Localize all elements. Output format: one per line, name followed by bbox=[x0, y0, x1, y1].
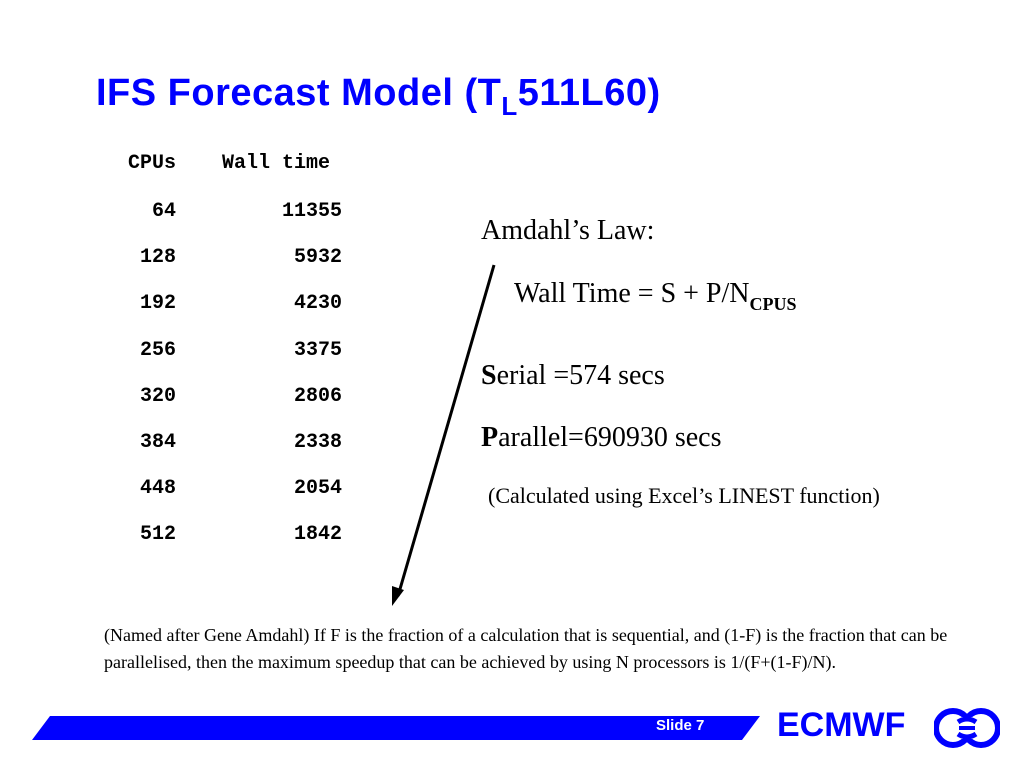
title-subscript: L bbox=[501, 91, 518, 121]
title-main: IFS Forecast Model (T bbox=[96, 72, 502, 114]
amdahl-law-title: Amdahl’s Law: bbox=[481, 215, 655, 246]
formula-subscript: CPUS bbox=[749, 294, 797, 314]
wall-time-cell: 5932 bbox=[293, 246, 342, 269]
wall-time-cell: 2806 bbox=[293, 385, 342, 408]
header-wall-time: Wall time bbox=[222, 152, 331, 175]
slide-title: IFS Forecast Model (TL511L60) bbox=[96, 72, 661, 121]
linest-note: (Calculated using Excel’s LINEST functio… bbox=[488, 483, 880, 508]
serial-value: Serial =574 secs bbox=[481, 360, 665, 392]
cpus-cell: 512 bbox=[139, 523, 176, 546]
cpus-cell: 320 bbox=[139, 385, 176, 408]
serial-initial: S bbox=[481, 360, 497, 391]
cpus-cell: 64 bbox=[151, 200, 176, 223]
header-cpus: CPUs bbox=[128, 152, 177, 175]
wall-time-cell: 1842 bbox=[293, 523, 342, 546]
parallel-value: Parallel=690930 secs bbox=[481, 422, 722, 454]
formula-main: Wall Time = S + P/N bbox=[514, 278, 750, 309]
amdahl-footnote: (Named after Gene Amdahl) If F is the fr… bbox=[104, 625, 948, 672]
cpus-cell: 384 bbox=[139, 431, 176, 454]
cpus-cell: 128 bbox=[139, 246, 176, 269]
serial-text: erial =574 secs bbox=[496, 360, 665, 391]
wall-time-cell: 2054 bbox=[293, 477, 342, 500]
title-end: 511L60) bbox=[517, 72, 661, 114]
parallel-initial: P bbox=[481, 422, 499, 453]
cpus-cell: 256 bbox=[139, 339, 176, 362]
cpus-cell: 448 bbox=[139, 477, 176, 500]
parallel-text: arallel=690930 secs bbox=[498, 422, 722, 453]
wall-time-cell: 4230 bbox=[293, 292, 342, 315]
ecmwf-logo-icon bbox=[934, 708, 1000, 748]
slide-number: Slide 7 bbox=[656, 717, 705, 734]
cpus-cell: 192 bbox=[139, 292, 176, 315]
wall-time-cell: 11355 bbox=[281, 200, 342, 223]
ecmwf-wordmark: ECMWF bbox=[777, 706, 906, 744]
wall-time-cell: 2338 bbox=[293, 431, 342, 454]
amdahl-formula: Wall Time = S + P/NCPUS bbox=[514, 278, 797, 314]
wall-time-cell: 3375 bbox=[293, 339, 342, 362]
